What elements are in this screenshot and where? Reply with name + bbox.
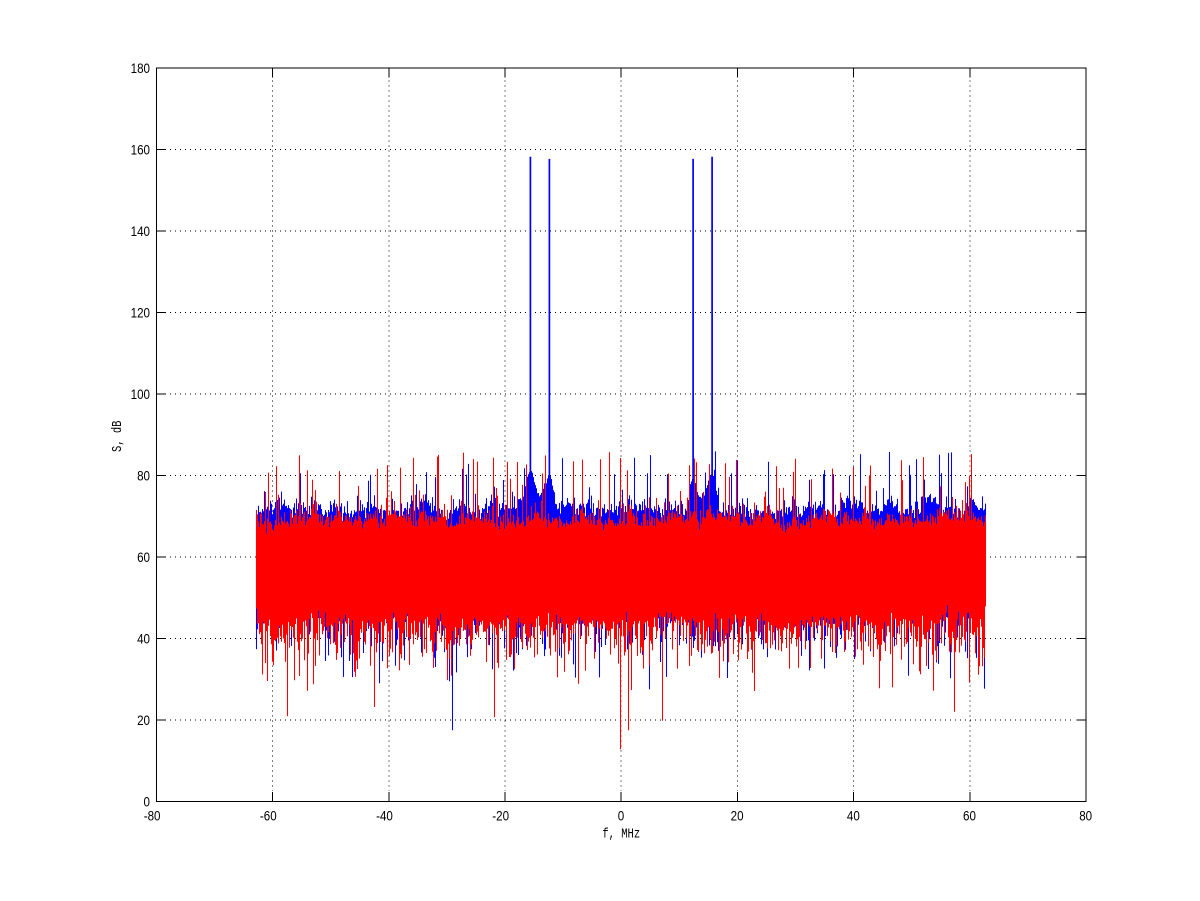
svg-text:80: 80 bbox=[137, 469, 150, 484]
svg-text:-20: -20 bbox=[492, 809, 509, 824]
svg-text:40: 40 bbox=[137, 632, 150, 647]
svg-text:0: 0 bbox=[144, 795, 150, 810]
svg-text:100: 100 bbox=[131, 387, 150, 402]
svg-text:60: 60 bbox=[137, 550, 150, 565]
svg-text:180: 180 bbox=[131, 61, 150, 76]
svg-text:40: 40 bbox=[847, 809, 860, 824]
svg-text:-40: -40 bbox=[376, 809, 393, 824]
svg-text:f, MHz: f, MHz bbox=[602, 826, 640, 842]
svg-text:160: 160 bbox=[131, 143, 150, 158]
svg-text:20: 20 bbox=[731, 809, 744, 824]
svg-text:20: 20 bbox=[137, 713, 150, 728]
svg-text:120: 120 bbox=[131, 306, 150, 321]
svg-text:80: 80 bbox=[1079, 809, 1092, 824]
svg-text:-60: -60 bbox=[260, 809, 277, 824]
svg-text:S, dB: S, dB bbox=[110, 421, 126, 452]
svg-text:0: 0 bbox=[618, 809, 624, 824]
svg-text:140: 140 bbox=[131, 224, 150, 239]
svg-text:60: 60 bbox=[963, 809, 976, 824]
svg-text:-80: -80 bbox=[144, 809, 161, 824]
